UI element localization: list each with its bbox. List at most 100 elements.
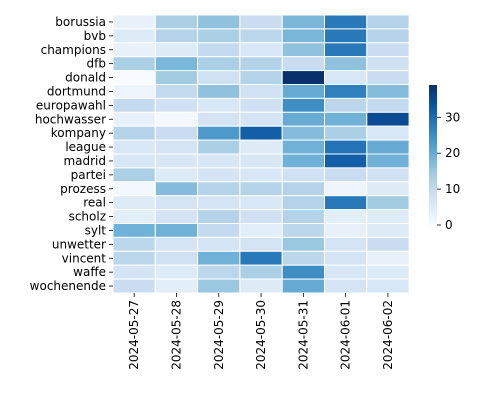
- colorbar-tick-label: 20: [445, 146, 460, 160]
- heatmap-cell: [112, 223, 156, 238]
- colorbar-tick-label: 0: [445, 218, 453, 232]
- heatmap-cell: [197, 97, 241, 113]
- heatmap-cell: [366, 111, 410, 127]
- heatmap-cell: [281, 236, 326, 252]
- heatmap-cell: [239, 181, 283, 197]
- heatmap-cell: [154, 181, 199, 197]
- heatmap-cell: [366, 278, 410, 294]
- column-label: 2024-05-30: [254, 300, 268, 370]
- heatmap-cell: [239, 236, 283, 252]
- heatmap-cell: [112, 278, 156, 294]
- heatmap-cell: [154, 153, 199, 169]
- row-label: donald: [65, 71, 106, 85]
- heatmap-cell: [154, 264, 199, 280]
- heatmap-cell: [324, 97, 368, 113]
- heatmap-cell: [197, 278, 241, 294]
- row-labels: borussiabvbchampionsdfbdonalddortmundeur…: [30, 15, 107, 293]
- row-label: partei: [71, 168, 106, 182]
- heatmap-cell: [366, 14, 410, 30]
- row-label: borussia: [55, 15, 106, 29]
- heatmap-cell: [324, 223, 368, 238]
- colorbar-gradient: [429, 85, 437, 225]
- heatmap-cell: [239, 111, 283, 127]
- row-label: europawahl: [36, 98, 106, 112]
- heatmap-cell: [112, 250, 156, 266]
- row-label: champions: [41, 43, 106, 57]
- column-label: 2024-05-28: [169, 300, 183, 370]
- heatmap-cell: [281, 250, 326, 266]
- heatmap-cell: [324, 70, 368, 85]
- heatmap-cell: [281, 97, 326, 113]
- heatmap-cell: [239, 14, 283, 30]
- heatmap-cell: [366, 56, 410, 72]
- row-label: scholz: [69, 210, 106, 224]
- heatmap-cell: [239, 84, 283, 99]
- heatmap-cell: [154, 56, 199, 72]
- colorbar-tick-label: 10: [445, 182, 460, 196]
- heatmap-cell: [197, 167, 241, 183]
- heatmap-cell: [324, 236, 368, 252]
- heatmap-cell: [239, 139, 283, 155]
- heatmap-cell: [154, 97, 199, 113]
- heatmap-cell: [324, 181, 368, 197]
- heatmap-cell: [281, 223, 326, 238]
- heatmap-cell: [324, 125, 368, 141]
- heatmap-cell: [239, 264, 283, 280]
- heatmap-cell: [197, 209, 241, 225]
- heatmap-cell: [366, 250, 410, 266]
- heatmap-cell: [197, 28, 241, 44]
- heatmap-cell: [239, 97, 283, 113]
- heatmap-cell: [197, 181, 241, 197]
- heatmap-cell: [281, 153, 326, 169]
- heatmap-cell: [112, 167, 156, 183]
- heatmap-cell: [154, 209, 199, 225]
- column-labels: 2024-05-27 2024-05-28 2024-05-29 2024-05-30…: [127, 300, 395, 370]
- column-label: 2024-05-31: [296, 300, 310, 370]
- heatmap-cell: [154, 42, 199, 58]
- row-label: kompany: [51, 126, 106, 140]
- colorbar: 0 10 20 30: [429, 85, 460, 232]
- heatmap-cell: [281, 28, 326, 44]
- row-label: dortmund: [47, 84, 106, 98]
- heatmap-cell: [112, 139, 156, 155]
- row-label: dfb: [87, 57, 106, 71]
- heatmap-cell: [197, 14, 241, 30]
- heatmap-cell: [366, 264, 410, 280]
- heatmap-cell: [366, 181, 410, 197]
- heatmap-cell: [197, 264, 241, 280]
- heatmap-cell: [154, 223, 199, 238]
- heatmap-cell: [366, 223, 410, 238]
- row-label: hochwasser: [35, 112, 106, 126]
- heatmap-cell: [239, 42, 283, 58]
- heatmap-cell: [324, 28, 368, 44]
- heatmap-cell: [154, 236, 199, 252]
- heatmap-cell: [112, 181, 156, 197]
- heatmap-cell: [154, 111, 199, 127]
- heatmap-cell: [366, 42, 410, 58]
- heatmap-cell: [366, 153, 410, 169]
- heatmap-cell: [154, 125, 199, 141]
- heatmap-cell: [324, 139, 368, 155]
- heatmap-cell: [281, 181, 326, 197]
- heatmap-cell: [239, 209, 283, 225]
- heatmap-cell: [112, 153, 156, 169]
- row-ticks: [109, 21, 113, 287]
- heatmap-cell: [197, 139, 241, 155]
- heatmap-cell: [112, 70, 156, 85]
- heatmap-cell: [366, 139, 410, 155]
- heatmap-cell: [154, 14, 199, 30]
- heatmap-cell: [154, 28, 199, 44]
- heatmap-cell: [366, 70, 410, 85]
- heatmap-cell: [239, 28, 283, 44]
- heatmap-cell: [112, 125, 156, 141]
- heatmap-cell: [112, 42, 156, 58]
- heatmap-cell: [324, 56, 368, 72]
- row-label: unwetter: [52, 237, 106, 251]
- heatmap-cell: [324, 250, 368, 266]
- heatmap-cell: [281, 195, 326, 211]
- heatmap-cell: [154, 139, 199, 155]
- heatmap-cell: [324, 153, 368, 169]
- heatmap-cell: [324, 111, 368, 127]
- heatmap-cell: [197, 70, 241, 85]
- heatmap-cell: [112, 56, 156, 72]
